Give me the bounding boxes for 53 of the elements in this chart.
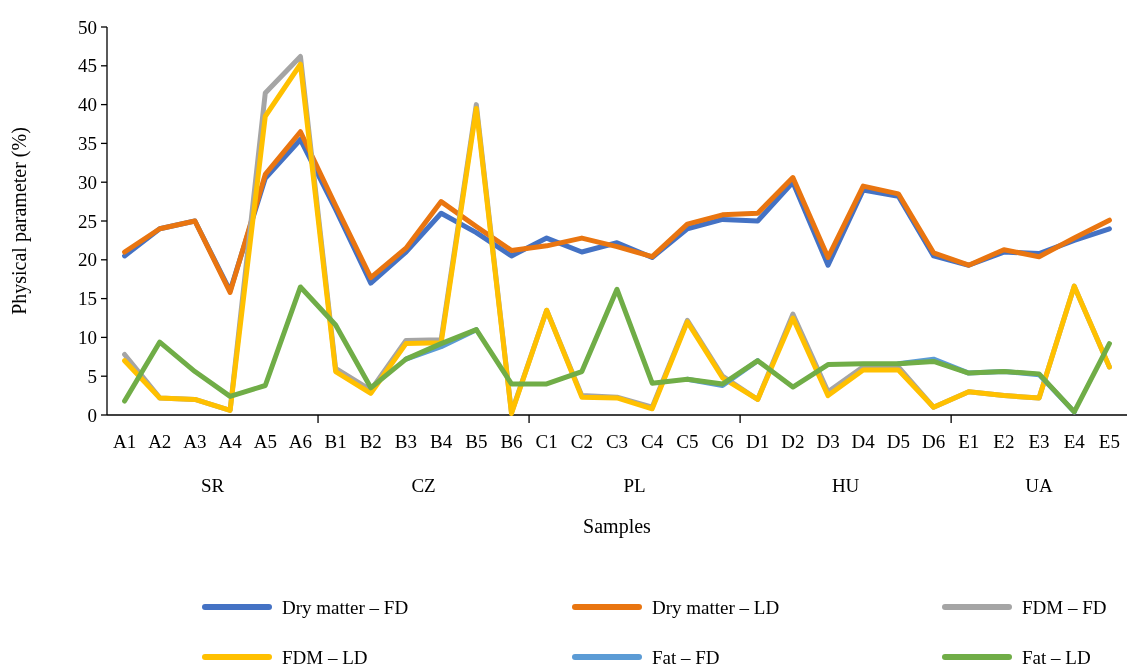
x-tick-label: D4 [851, 431, 876, 452]
text: PL [623, 475, 646, 496]
x-tick-label: B2 [359, 431, 382, 452]
x-tick-label: A6 [288, 431, 313, 452]
y-tick-label: 0 [87, 404, 97, 426]
x-tick-label: D6 [921, 431, 946, 452]
legend-label: FDM – LD [282, 646, 368, 666]
x-tick-label: B6 [500, 431, 523, 452]
x-axis-title: Samples [583, 515, 652, 538]
y-tick-label: 10 [78, 327, 97, 349]
x-tick-label: B1 [324, 431, 347, 452]
x-tick-label: A1 [112, 431, 137, 452]
x-tick-label: D2 [781, 431, 805, 452]
legend-label: Dry matter – LD [652, 596, 780, 618]
y-axis-title: Physical parameter (%) [8, 127, 31, 315]
text: SR [200, 475, 225, 496]
y-tick-label: 5 [87, 365, 97, 387]
x-tick-label: A3 [183, 431, 207, 452]
x-tick-label: B4 [430, 431, 453, 452]
y-tick-label: 35 [78, 133, 97, 155]
y-tick-label: 20 [78, 249, 97, 271]
legend-label: FDM – FD [1022, 596, 1107, 618]
x-tick-label: A2 [148, 431, 172, 452]
y-tick-label: 40 [78, 94, 97, 116]
x-tick-label: E4 [1063, 431, 1086, 452]
x-tick-label: C3 [605, 431, 629, 452]
x-tick-label: E5 [1098, 431, 1120, 452]
x-tick-label: A5 [253, 431, 277, 452]
x-tick-label: E2 [993, 431, 1015, 452]
text: CZ [411, 475, 436, 496]
legend-label: Dry matter – FD [282, 596, 409, 618]
x-tick-label: A4 [218, 431, 243, 452]
x-tick-label: D1 [746, 431, 770, 452]
text: HU [831, 475, 860, 496]
x-tick-label: E3 [1028, 431, 1050, 452]
x-tick-label: C1 [535, 431, 558, 452]
y-tick-label: 50 [78, 16, 97, 38]
y-tick-label: 15 [78, 288, 97, 310]
x-tick-label: C2 [570, 431, 593, 452]
x-tick-label: E1 [958, 431, 980, 452]
x-tick-label: C4 [641, 431, 664, 452]
y-tick-label: 25 [78, 210, 97, 232]
x-tick-label: B3 [394, 431, 418, 452]
x-tick-label: C5 [676, 431, 699, 452]
legend-label: Fat – FD [652, 646, 720, 666]
x-tick-label: D3 [816, 431, 840, 452]
y-tick-label: 45 [78, 55, 97, 77]
x-tick-label: C6 [711, 431, 734, 452]
legend-label: Fat – LD [1022, 646, 1091, 666]
x-tick-label: D5 [886, 431, 910, 452]
x-tick-label: B5 [465, 431, 488, 452]
text: UA [1025, 475, 1054, 496]
y-tick-label: 30 [78, 171, 97, 193]
